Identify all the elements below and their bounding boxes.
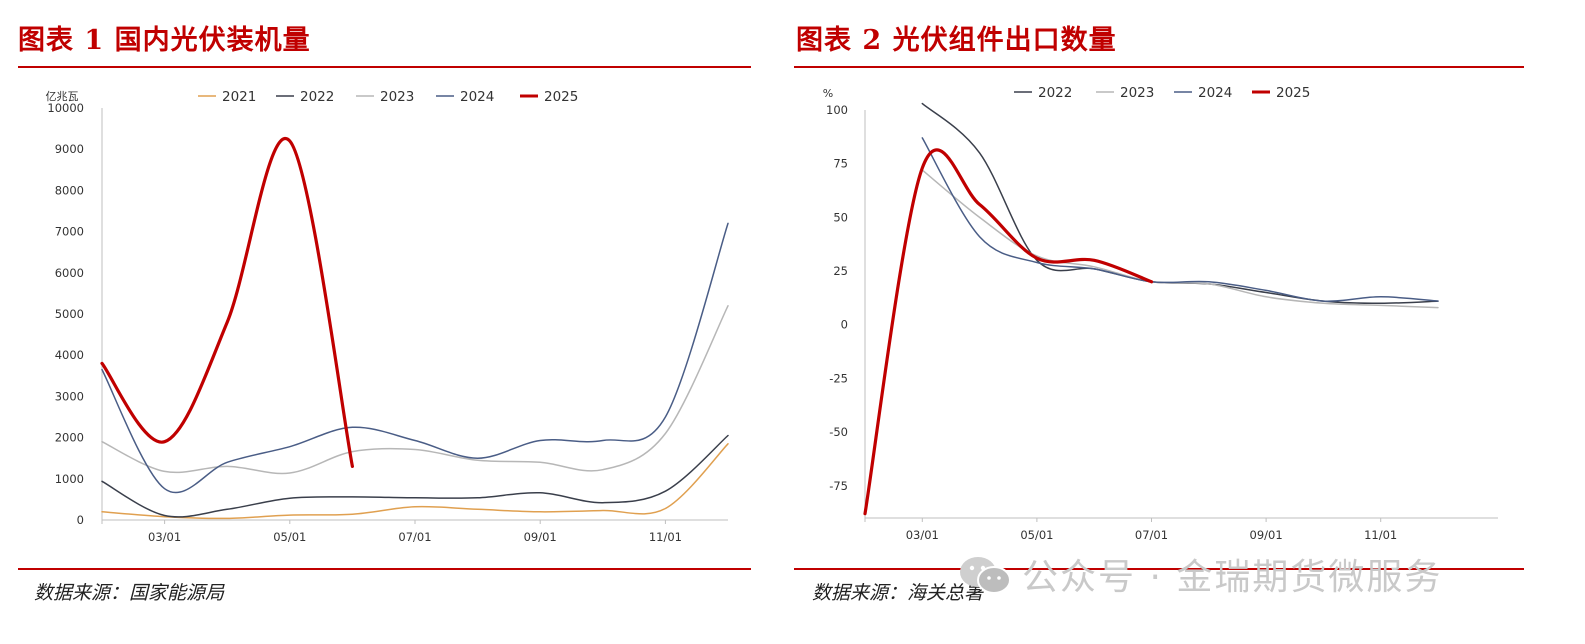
- y-tick-label: -75: [829, 479, 848, 493]
- y-tick-label: 75: [833, 157, 848, 171]
- y-tick-label: 5000: [55, 307, 84, 321]
- source-rule: [18, 568, 751, 570]
- series-line-2023: [101, 305, 729, 475]
- y-tick-label: 2000: [55, 431, 84, 445]
- x-tick-label: 07/01: [1135, 528, 1168, 542]
- watermark-text: 公众号 · 金瑞期货微服务: [1022, 557, 1443, 598]
- y-axis-unit-label: %: [823, 87, 833, 100]
- chart-title: 图表 1 国内光伏装机量: [18, 25, 311, 56]
- y-tick-label: 0: [841, 318, 848, 332]
- legend-label-2023: 2023: [380, 89, 414, 105]
- x-tick-label: 05/01: [273, 530, 306, 544]
- x-tick-label: 09/01: [524, 530, 557, 544]
- legend-label-2024: 2024: [460, 89, 494, 105]
- legend-label-2022: 2022: [300, 89, 334, 105]
- x-tick-label: 03/01: [906, 528, 939, 542]
- legend-label-2025: 2025: [1276, 85, 1310, 101]
- x-tick-label: 11/01: [1364, 528, 1397, 542]
- title-rule: [794, 66, 1524, 68]
- series-line-2025: [100, 136, 354, 468]
- x-tick-label: 05/01: [1020, 528, 1053, 542]
- x-tick-label: 07/01: [398, 530, 431, 544]
- y-tick-label: 1000: [55, 472, 84, 486]
- y-tick-label: 10000: [47, 101, 84, 115]
- series-line-2024: [921, 137, 1439, 302]
- x-tick-label: 11/01: [649, 530, 682, 544]
- x-tick-label: 09/01: [1250, 528, 1283, 542]
- y-tick-label: 3000: [55, 389, 84, 403]
- series-line-2022: [101, 434, 729, 518]
- y-tick-label: -25: [829, 371, 848, 385]
- y-tick-label: 25: [833, 264, 848, 278]
- legend-label-2025: 2025: [544, 89, 578, 105]
- series-line-2023: [921, 169, 1439, 309]
- y-tick-label: 9000: [55, 142, 84, 156]
- legend-label-2021: 2021: [222, 89, 256, 105]
- x-tick-label: 03/01: [148, 530, 181, 544]
- y-tick-label: 100: [826, 103, 848, 117]
- series-line-2025: [863, 148, 1154, 516]
- source-text: 数据来源：国家能源局: [34, 582, 225, 604]
- source-text: 数据来源：海关总署: [812, 582, 984, 604]
- series-line-2024: [101, 222, 729, 494]
- y-tick-label: 4000: [55, 348, 84, 362]
- chart-svg-2: % -75 -50 -25 0 25 50 75 100 03/01 05/01 07/01 09/01…: [823, 85, 1498, 542]
- title-rule: [18, 66, 751, 68]
- chart-svg-1: 亿兆瓦 0 1000 2000 3000 4000 5000 6000 7000 8000 9000…: [46, 89, 729, 544]
- y-axis-unit-label: 亿兆瓦: [46, 90, 79, 103]
- legend-label-2023: 2023: [1120, 85, 1154, 101]
- y-tick-label: 7000: [55, 225, 84, 239]
- y-tick-label: 0: [77, 513, 84, 527]
- legend-label-2024: 2024: [1198, 85, 1232, 101]
- series-line-2022: [921, 102, 1439, 305]
- y-tick-label: 6000: [55, 266, 84, 280]
- chart-title: 图表 2 光伏组件出口数量: [796, 25, 1117, 56]
- series-line-2021: [101, 443, 729, 520]
- wechat-icon: [958, 554, 1012, 605]
- legend-label-2022: 2022: [1038, 85, 1072, 101]
- y-tick-label: 8000: [55, 183, 84, 197]
- y-tick-label: -50: [829, 425, 848, 439]
- source-rule: [794, 568, 1524, 570]
- watermark: 公众号 · 金瑞期货微服务: [958, 548, 1442, 605]
- y-tick-label: 50: [833, 210, 848, 224]
